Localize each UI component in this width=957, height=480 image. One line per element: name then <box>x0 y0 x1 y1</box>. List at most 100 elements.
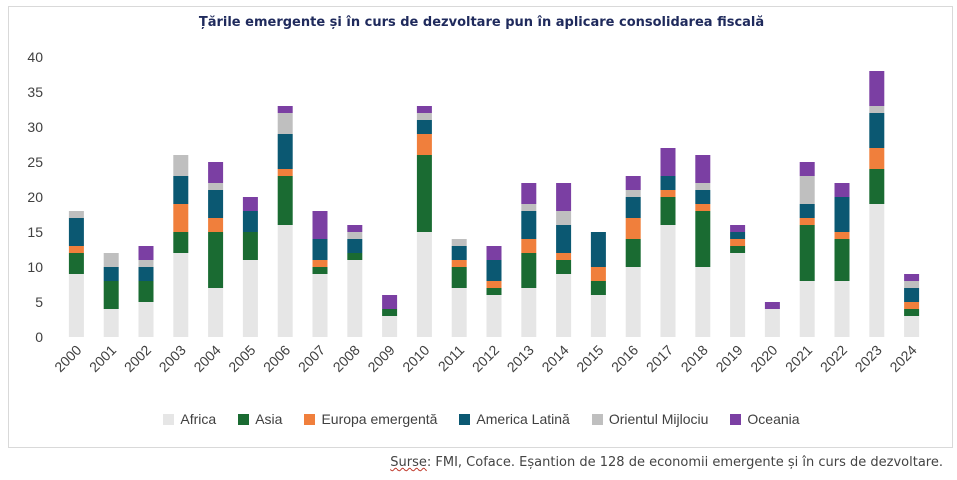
bar-segment <box>242 260 258 337</box>
bar-segment <box>103 253 119 267</box>
bar-segment <box>590 295 606 337</box>
bar-segment <box>173 253 189 337</box>
bar-segment <box>764 309 780 337</box>
x-tick-label: 2010 <box>399 342 432 375</box>
bar-segment <box>730 253 746 337</box>
legend-label: Africa <box>180 411 217 427</box>
bar-segment <box>730 225 746 232</box>
x-tick-label: 2004 <box>190 342 223 375</box>
bar-segment <box>451 239 467 246</box>
bar-segment <box>764 302 780 309</box>
bar-segment <box>173 204 189 232</box>
legend-swatch <box>591 413 603 425</box>
bar-segment <box>382 295 398 309</box>
bar-segment <box>799 204 815 218</box>
y-tick-label: 0 <box>35 329 43 345</box>
bar-segment <box>486 288 502 295</box>
legend-item: Orientul Mijlociu <box>591 411 709 427</box>
bar-segment <box>347 232 363 239</box>
bar-segment <box>347 253 363 260</box>
bar-segment <box>521 253 537 288</box>
bar-segment <box>625 218 641 239</box>
legend-item: Asia <box>238 411 282 427</box>
bar-segment <box>660 190 676 197</box>
legend-item: Oceania <box>730 411 800 427</box>
bar-segment <box>521 183 537 204</box>
bar-segment <box>730 246 746 253</box>
bar-segment <box>625 190 641 197</box>
bar-segment <box>138 246 154 260</box>
bar-segment <box>695 204 711 211</box>
bar-segment <box>904 316 920 337</box>
x-tick-label: 2016 <box>608 342 641 375</box>
x-tick-label: 2022 <box>817 342 850 375</box>
x-tick-label: 2005 <box>225 342 258 375</box>
bar-segment <box>277 176 293 225</box>
x-tick-label: 2013 <box>504 342 537 375</box>
bar-segment <box>416 155 432 232</box>
bar-segment <box>590 232 606 267</box>
bar-segment <box>799 176 815 204</box>
x-tick-label: 2002 <box>121 342 154 375</box>
x-tick-label: 2000 <box>51 342 84 375</box>
x-tick-label: 2008 <box>330 342 363 375</box>
source-text: : FMI, Coface. Eșantion de 128 de econom… <box>426 455 943 470</box>
bar-segment <box>208 183 224 190</box>
bar-segment <box>869 204 885 337</box>
bar-segment <box>625 267 641 337</box>
bar-segment <box>695 267 711 337</box>
bar-segment <box>347 225 363 232</box>
bar-segment <box>103 281 119 309</box>
bar-segment <box>834 239 850 281</box>
bar-segment <box>904 281 920 288</box>
bar-segment <box>695 190 711 204</box>
legend-swatch <box>304 413 316 425</box>
bar-segment <box>695 155 711 183</box>
x-tick-label: 2020 <box>747 342 780 375</box>
x-tick-label: 2009 <box>364 342 397 375</box>
bar-segment <box>347 260 363 337</box>
bar-segment <box>208 232 224 288</box>
bar-segment <box>521 204 537 211</box>
bar-segment <box>904 288 920 302</box>
bar-segment <box>625 176 641 190</box>
y-tick-label: 5 <box>35 294 43 310</box>
bar-segment <box>869 148 885 169</box>
legend-label: America Latină <box>476 411 570 427</box>
bar-segment <box>834 197 850 232</box>
x-tick-label: 2017 <box>643 342 676 375</box>
bar-segment <box>695 183 711 190</box>
bar-segment <box>590 267 606 281</box>
bar-segment <box>312 260 328 267</box>
bar-segment <box>904 302 920 309</box>
bar-segment <box>556 253 572 260</box>
bar-segment <box>277 113 293 134</box>
bar-segment <box>556 225 572 253</box>
bar-segment <box>556 183 572 211</box>
bar-segment <box>416 232 432 337</box>
legend-swatch <box>163 413 175 425</box>
bar-segment <box>103 309 119 337</box>
x-tick-label: 2015 <box>573 342 606 375</box>
x-tick-label: 2018 <box>678 342 711 375</box>
legend-label: Oceania <box>747 411 800 427</box>
bar-segment <box>173 232 189 253</box>
bar-segment <box>660 197 676 225</box>
bar-segment <box>173 176 189 204</box>
x-tick-label: 2024 <box>886 342 919 375</box>
bar-segment <box>869 106 885 113</box>
legend-item: Africa <box>163 411 216 427</box>
bar-segment <box>312 267 328 274</box>
legend-label: Orientul Mijlociu <box>608 411 709 427</box>
bar-segment <box>277 225 293 337</box>
bar-segment <box>904 274 920 281</box>
bar-segment <box>486 260 502 281</box>
x-tick-label: 2023 <box>852 342 885 375</box>
bar-segment <box>382 309 398 316</box>
x-tick-label: 2006 <box>260 342 293 375</box>
bar-segment <box>625 239 641 267</box>
bar-segment <box>451 288 467 337</box>
bar-segment <box>416 113 432 120</box>
bar-segment <box>277 134 293 169</box>
bar-segment <box>834 232 850 239</box>
